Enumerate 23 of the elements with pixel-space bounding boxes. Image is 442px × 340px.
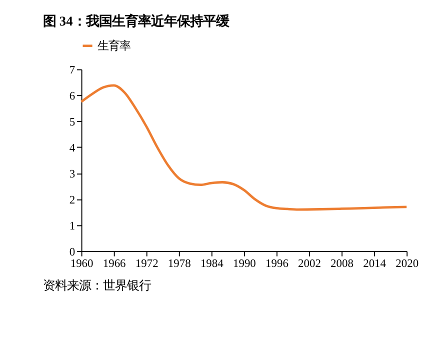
x-tick-label: 1972 (135, 258, 159, 270)
line-series (80, 84, 408, 211)
x-tick-label: 1990 (232, 258, 256, 270)
y-tick-label: 4 (69, 142, 76, 154)
x-tick-label: 1966 (102, 258, 126, 270)
x-tick-label: 1960 (70, 258, 94, 270)
chart-title: 图 34：我国生育率近年保持平缓 (43, 13, 230, 28)
y-tick-label: 6 (69, 90, 76, 103)
y-tick-label: 5 (69, 116, 76, 129)
y-tick-label: 2 (69, 194, 76, 206)
y-tick-label: 0 (69, 246, 76, 258)
x-tick-label: 1978 (168, 258, 192, 270)
text: 资料来源：世界银行 (43, 278, 152, 292)
y-tick-label: 3 (69, 168, 76, 180)
x-tick-label: 1996 (266, 258, 289, 270)
x-tick-label: 2008 (330, 258, 354, 270)
x-tick-label: 2020 (396, 258, 419, 270)
y-tick-label: 1 (69, 220, 76, 232)
y-tick-label: 7 (69, 64, 76, 77)
x-tick-label: 2014 (363, 258, 386, 270)
legend-label: 生育率 (98, 40, 131, 53)
x-tick-label: 2002 (298, 258, 322, 270)
x-tick-label: 1984 (200, 258, 224, 270)
